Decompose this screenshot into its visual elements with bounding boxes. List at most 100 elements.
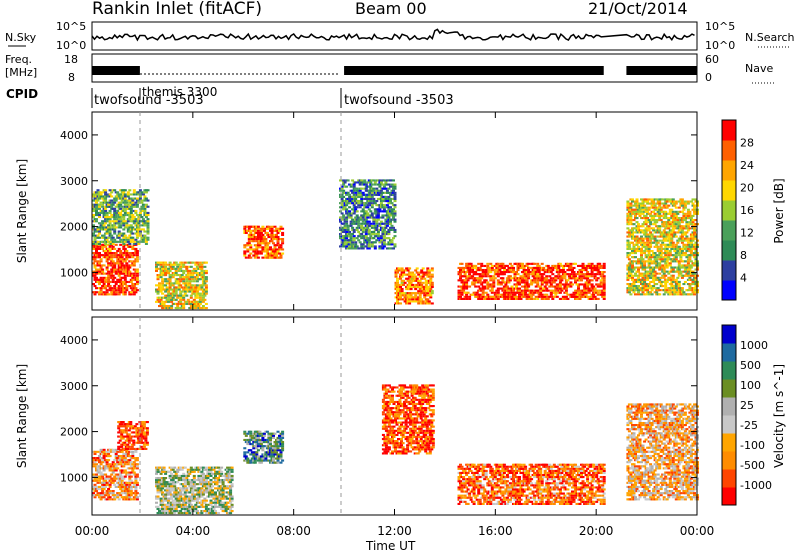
echo-cell — [98, 287, 101, 290]
echo-cell — [342, 179, 346, 182]
echo-cell — [99, 201, 103, 204]
echo-cell — [626, 202, 630, 205]
echo-cell — [95, 475, 98, 478]
echo-cell — [343, 228, 347, 231]
echo-cell — [602, 287, 606, 290]
echo-cell — [131, 245, 135, 248]
echo-cell — [363, 206, 367, 209]
echo-cell — [689, 245, 693, 248]
echo-cell — [135, 270, 139, 273]
echo-cell — [110, 238, 114, 241]
echo-cell — [342, 195, 346, 198]
echo-cell — [281, 231, 285, 234]
echo-cell — [459, 277, 462, 280]
echo-cell — [641, 217, 645, 220]
echo-cell — [685, 250, 689, 253]
echo-cell — [120, 272, 124, 275]
echo-cell — [590, 273, 594, 276]
echo-cell — [114, 270, 118, 273]
echo-cell — [117, 230, 121, 233]
echo-cell — [658, 293, 662, 296]
echo-cell — [278, 229, 281, 232]
echo-cell — [595, 289, 599, 292]
echo-cell — [122, 289, 126, 292]
echo-cell — [644, 214, 648, 217]
echo-cell — [345, 230, 349, 233]
echo-cell — [408, 271, 412, 274]
echo-cell — [462, 287, 466, 290]
echo-cell — [346, 228, 350, 231]
echo-cell — [662, 229, 666, 232]
echo-cell — [590, 271, 594, 274]
echo-cell — [580, 264, 583, 267]
echo-cell — [673, 233, 677, 236]
echo-cell — [107, 236, 111, 239]
echo-cell — [125, 226, 129, 229]
echo-cell — [146, 214, 150, 217]
echo-cell — [170, 267, 174, 270]
echo-cell — [111, 274, 115, 277]
echo-cell — [641, 204, 645, 207]
echo-cell — [204, 290, 208, 293]
echo-cell — [176, 296, 180, 299]
echo-cell — [631, 276, 634, 279]
echo-cell — [98, 291, 101, 294]
echo-cell — [683, 252, 687, 255]
echo-cell — [533, 281, 537, 284]
echo-cell — [174, 269, 178, 272]
echo-cell — [653, 260, 657, 263]
echo-cell — [98, 191, 101, 194]
echo-cell — [119, 203, 123, 206]
echo-cell — [674, 206, 678, 209]
echo-cell — [536, 291, 540, 294]
echo-cell — [586, 283, 590, 286]
echo-cell — [195, 284, 199, 287]
echo-cell — [545, 269, 549, 272]
echo-cell — [339, 228, 342, 231]
echo-cell — [146, 205, 150, 208]
echo-cell — [366, 222, 370, 225]
echo-cell — [602, 262, 606, 265]
echo-cell — [644, 285, 648, 288]
echo-cell — [255, 236, 259, 239]
echo-cell — [108, 226, 112, 229]
echo-cell — [364, 210, 368, 213]
freq-panel: Freq. [MHz] 18 8 60 0 Nave — [5, 53, 775, 84]
echo-cell — [104, 191, 108, 194]
echo-cell — [265, 231, 269, 234]
echo-cell — [502, 285, 506, 288]
echo-cell — [658, 200, 662, 203]
colorbar-tick-label: 24 — [740, 159, 754, 172]
echo-cell — [677, 223, 681, 226]
echo-cell — [360, 197, 364, 200]
echo-cell — [194, 288, 198, 291]
echo-cell — [584, 293, 588, 296]
echo-cell — [198, 261, 202, 264]
echo-cell — [132, 228, 136, 231]
echo-cell — [185, 302, 189, 305]
echo-cell — [360, 233, 364, 236]
echo-cell — [92, 216, 95, 219]
echo-cell — [546, 264, 550, 267]
echo-cell — [641, 212, 645, 215]
echo-cell — [536, 283, 540, 286]
echo-cell — [668, 287, 672, 290]
echo-cell — [402, 283, 406, 286]
echo-cell — [641, 289, 645, 292]
echo-cell — [351, 179, 355, 182]
echo-cell — [281, 227, 285, 230]
echo-cell — [393, 185, 397, 188]
echo-cell — [108, 254, 112, 257]
echo-cell — [569, 269, 573, 272]
echo-cell — [689, 219, 693, 222]
echo-cell — [683, 204, 687, 207]
echo-cell — [182, 294, 186, 297]
echo-cell — [658, 204, 662, 207]
echo-cell — [396, 281, 399, 284]
echo-cell — [468, 297, 472, 300]
echo-cell — [581, 266, 585, 269]
echo-cell — [466, 264, 470, 267]
echo-cell — [192, 280, 196, 283]
echo-cell — [204, 278, 208, 281]
echo-cell — [351, 218, 355, 221]
